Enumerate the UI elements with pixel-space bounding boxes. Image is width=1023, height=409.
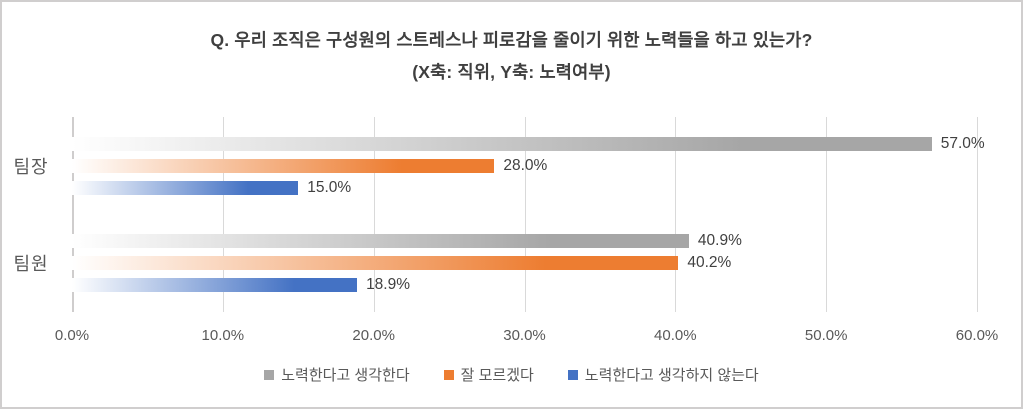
gridline-50	[826, 117, 828, 312]
x-axis-tick-labels: 0.0% 10.0% 20.0% 30.0% 40.0% 50.0% 60.0%	[55, 327, 998, 349]
gridline-30	[524, 117, 526, 312]
data-label-3-cat-1: 15.0%	[307, 178, 352, 196]
bar-3-cat-1	[72, 180, 299, 195]
gridline-60	[977, 117, 978, 312]
gridline-20	[373, 117, 375, 312]
x-tick-label-20: 20.0%	[352, 327, 395, 344]
x-tick-label-30: 30.0%	[503, 327, 546, 344]
legend-item-2: 잘 모르겠다	[443, 364, 534, 385]
gridline-10	[222, 117, 224, 312]
legend-swatch-icon	[567, 369, 578, 380]
x-tick-label-50: 50.0%	[804, 327, 848, 344]
x-tick-label-10: 10.0%	[201, 327, 245, 344]
chart-title: Q. 우리 조직은 구성원의 스트레스나 피로감을 줄이기 위한 노력들을 하고…	[210, 30, 813, 50]
y-axis-line	[72, 117, 74, 312]
chart-title-block: Q. 우리 조직은 구성원의 스트레스나 피로감을 줄이기 위한 노력들을 하고…	[2, 24, 1021, 88]
legend-label-2: 잘 모르겠다	[460, 367, 534, 384]
data-label-3-cat-2: 18.9%	[366, 276, 411, 294]
legend-label-1: 노력한다고 생각한다	[281, 367, 410, 384]
category-label-1: 팀장	[13, 156, 49, 177]
data-label-2-cat-2: 40.2%	[687, 254, 732, 272]
legend-item-3: 노력한다고 생각하지 않는다	[567, 364, 759, 385]
legend-label-3: 노력한다고 생각하지 않는다	[584, 367, 759, 384]
gridline-40	[675, 117, 677, 312]
x-tick-label-0: 0.0%	[54, 327, 90, 344]
data-label-2-cat-1: 28.0%	[503, 156, 548, 174]
legend-swatch-icon	[264, 369, 275, 380]
data-label-1-cat-1: 57.0%	[940, 134, 985, 152]
bar-3-cat-2	[72, 278, 358, 293]
data-label-1-cat-2: 40.9%	[697, 232, 742, 250]
chart-subtitle: (X축: 직위, Y축: 노력여부)	[412, 62, 611, 82]
legend-item-1: 노력한다고 생각한다	[264, 364, 410, 385]
x-tick-label-60: 60.0%	[955, 327, 999, 344]
bar-1-cat-2	[72, 234, 689, 249]
bar-2-cat-1	[72, 158, 495, 173]
bar-2-cat-2	[72, 256, 679, 271]
legend-swatch-icon	[443, 369, 454, 380]
x-tick-label-40: 40.0%	[654, 327, 697, 344]
bar-1-cat-1	[72, 136, 932, 151]
category-label-2: 팀원	[13, 254, 49, 275]
plot-area: 57.0% 28.0% 15.0% 40.9% 40.2% 18.9%	[72, 117, 985, 312]
legend: 노력한다고 생각한다 잘 모르겠다 노력한다고 생각하지 않는다	[2, 364, 1021, 385]
